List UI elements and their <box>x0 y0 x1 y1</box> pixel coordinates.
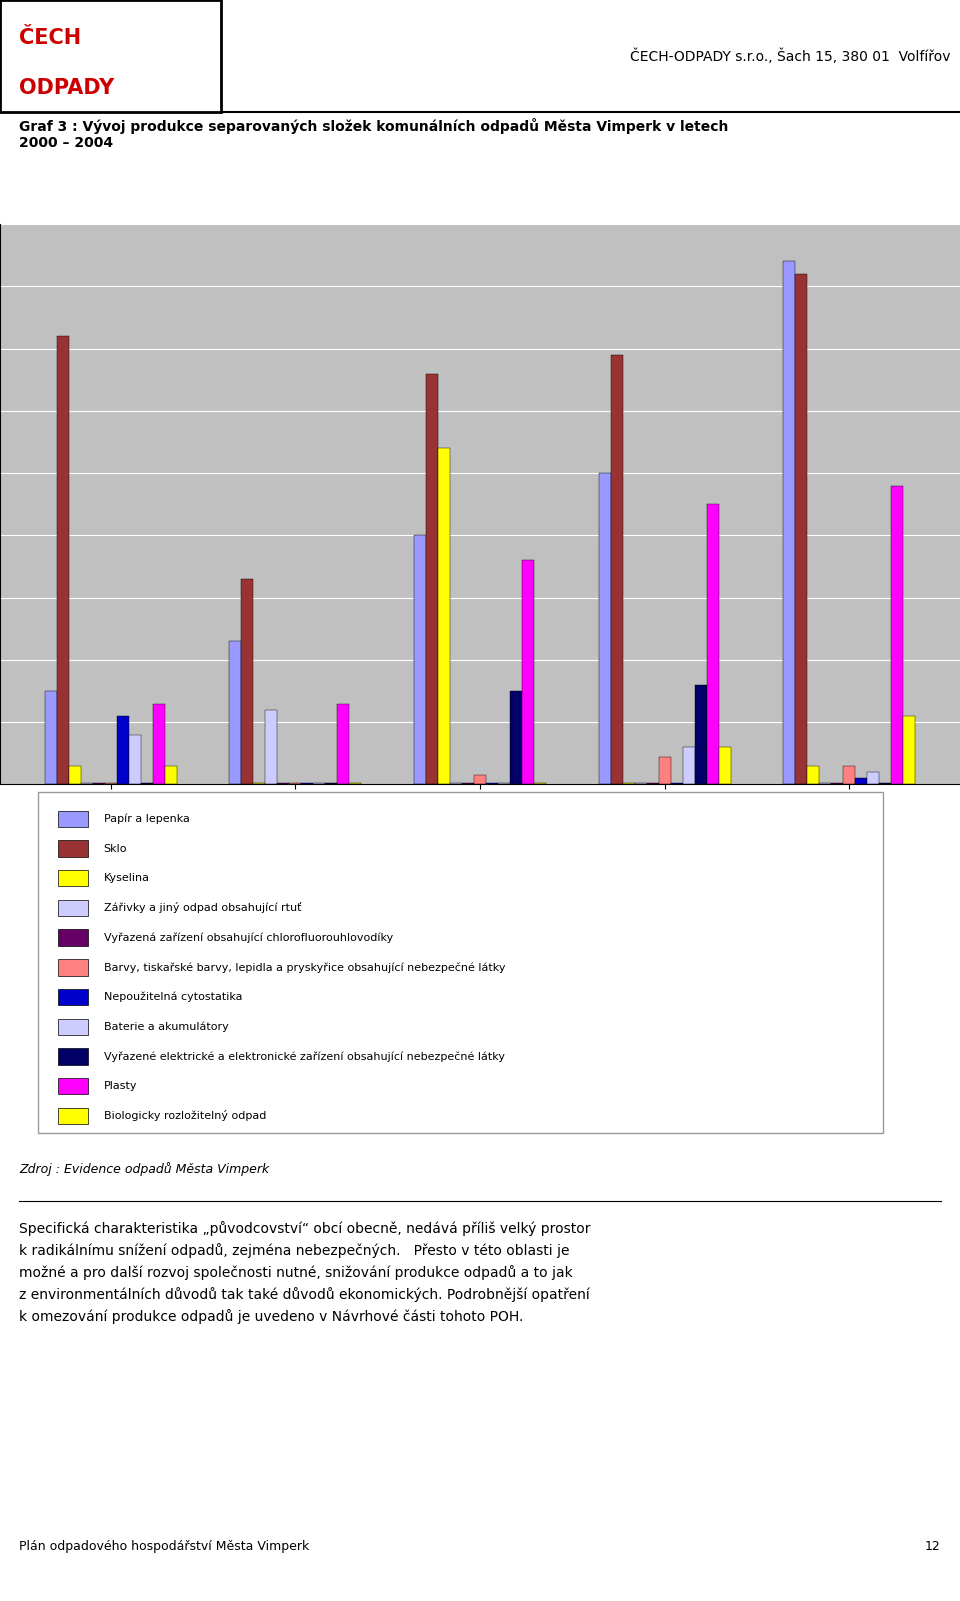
FancyBboxPatch shape <box>58 930 88 946</box>
Text: Papír a lepenka: Papír a lepenka <box>104 813 189 825</box>
Bar <box>153 703 165 784</box>
Text: Vyřazená zařízení obsahující chlorofluorouhlovodíky: Vyřazená zařízení obsahující chlorofluor… <box>104 932 393 943</box>
Bar <box>867 772 879 784</box>
Text: ČECH: ČECH <box>19 27 82 48</box>
FancyBboxPatch shape <box>58 1077 88 1095</box>
FancyBboxPatch shape <box>58 869 88 887</box>
Bar <box>474 775 486 784</box>
Text: Baterie a akumulátory: Baterie a akumulátory <box>104 1021 228 1033</box>
Bar <box>599 474 611 784</box>
Text: Zdroj : Evidence odpadů Města Vimperk: Zdroj : Evidence odpadů Města Vimperk <box>19 1162 270 1175</box>
Text: Sklo: Sklo <box>104 844 127 853</box>
Bar <box>57 336 69 784</box>
FancyBboxPatch shape <box>58 989 88 1005</box>
Bar <box>129 735 141 784</box>
Bar <box>438 448 450 784</box>
Bar <box>337 703 349 784</box>
Bar <box>611 355 623 784</box>
Bar <box>695 685 707 784</box>
Text: Specifická charakteristika „původcovství“ obcí obecně, nedává příliš velký prost: Specifická charakteristika „původcovství… <box>19 1220 590 1324</box>
Bar <box>45 692 57 784</box>
Bar <box>707 504 719 784</box>
FancyBboxPatch shape <box>38 791 883 1134</box>
Text: Nepoužitelná cytostatika: Nepoužitelná cytostatika <box>104 993 242 1002</box>
Bar <box>426 373 438 784</box>
FancyBboxPatch shape <box>58 810 88 828</box>
X-axis label: Roky: Roky <box>455 815 505 833</box>
Bar <box>659 757 671 784</box>
Text: Graf 3 : Vývoj produkce separovaných složek komunálních odpadů Města Vimperk v l: Graf 3 : Vývoj produkce separovaných slo… <box>19 118 729 150</box>
Bar <box>241 580 253 784</box>
Bar <box>117 716 129 784</box>
Text: Biologicky rozložitelný odpad: Biologicky rozložitelný odpad <box>104 1111 266 1121</box>
Text: Zářivky a jiný odpad obsahující rtuť: Zářivky a jiný odpad obsahující rtuť <box>104 903 301 914</box>
Bar <box>69 765 81 784</box>
Text: Plasty: Plasty <box>104 1081 137 1092</box>
Text: Plán odpadového hospodářství Města Vimperk: Plán odpadového hospodářství Města Vimpe… <box>19 1540 309 1553</box>
Bar <box>807 765 819 784</box>
FancyBboxPatch shape <box>58 1018 88 1034</box>
Bar <box>795 274 807 784</box>
FancyBboxPatch shape <box>58 959 88 975</box>
Bar <box>522 560 534 784</box>
FancyBboxPatch shape <box>58 1049 88 1065</box>
Bar <box>165 765 177 784</box>
Text: 12: 12 <box>925 1540 941 1553</box>
Bar <box>510 692 522 784</box>
Text: ODPADY: ODPADY <box>19 78 114 98</box>
Bar <box>903 716 915 784</box>
Bar <box>719 748 731 784</box>
Text: Barvy, tiskařské barvy, lepidla a pryskyřice obsahující nebezpečné látky: Barvy, tiskařské barvy, lepidla a prysky… <box>104 962 505 973</box>
Bar <box>229 642 241 784</box>
FancyBboxPatch shape <box>0 0 221 112</box>
Bar <box>265 709 277 784</box>
Text: ČECH-ODPADY s.r.o., Šach 15, 380 01  Volfířov: ČECH-ODPADY s.r.o., Šach 15, 380 01 Volf… <box>630 48 950 64</box>
Text: Kyselina: Kyselina <box>104 873 150 884</box>
Bar <box>783 261 795 784</box>
FancyBboxPatch shape <box>58 1108 88 1124</box>
Bar <box>414 535 426 784</box>
FancyBboxPatch shape <box>58 900 88 916</box>
FancyBboxPatch shape <box>58 841 88 857</box>
Bar <box>683 748 695 784</box>
Text: Vyřazené elektrické a elektronické zařízení obsahující nebezpečné látky: Vyřazené elektrické a elektronické zaříz… <box>104 1052 505 1061</box>
Bar <box>843 765 855 784</box>
Bar <box>855 778 867 784</box>
Bar <box>891 485 903 784</box>
